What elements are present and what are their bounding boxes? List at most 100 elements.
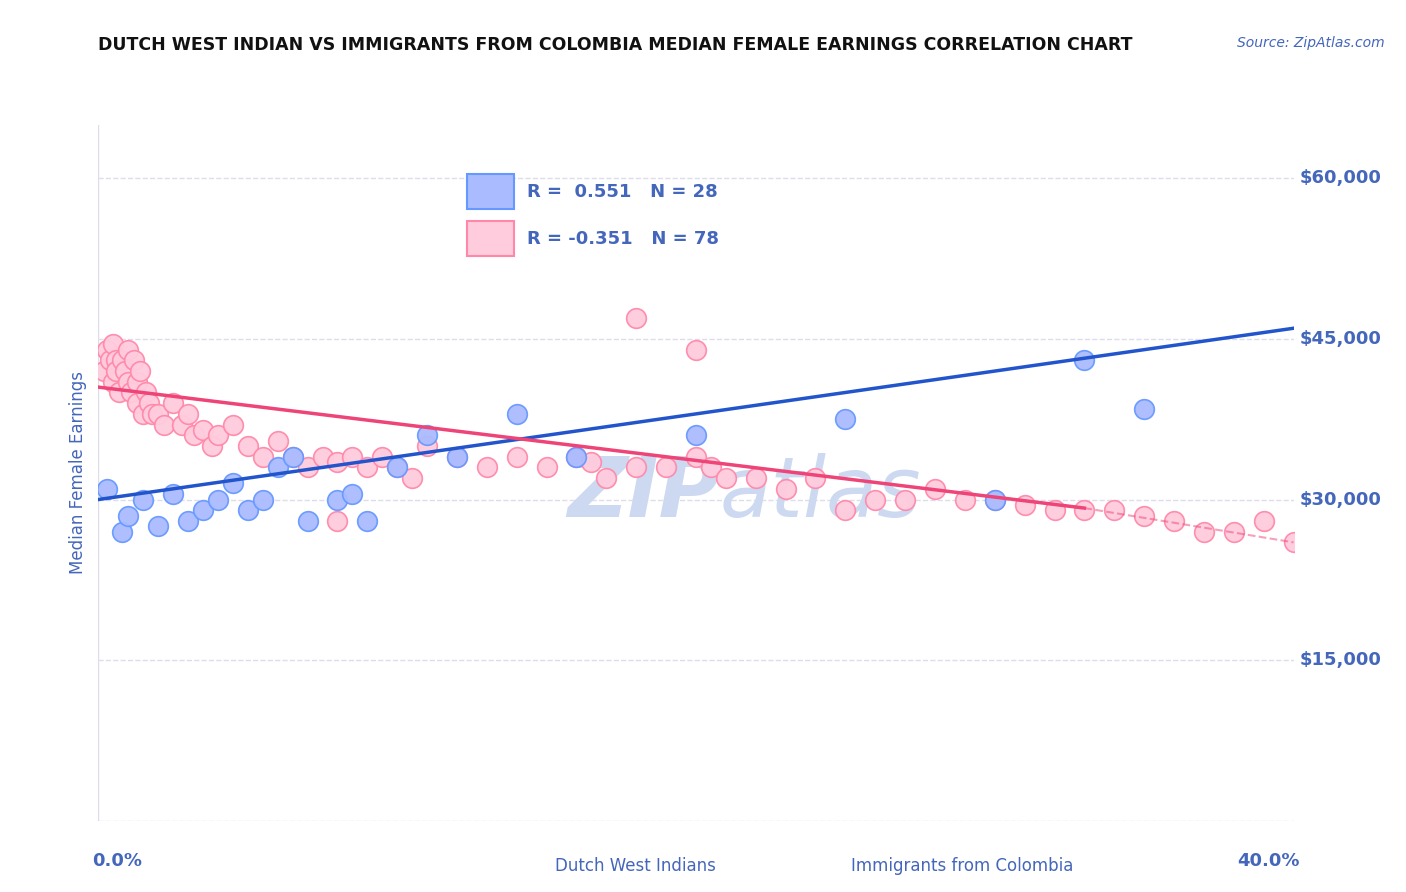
Point xyxy=(1102,503,1125,517)
Point xyxy=(385,460,409,475)
Point xyxy=(138,396,160,410)
Point xyxy=(281,450,304,464)
Point xyxy=(745,471,768,485)
Text: Source: ZipAtlas.com: Source: ZipAtlas.com xyxy=(1237,36,1385,50)
Point xyxy=(124,353,146,368)
Point xyxy=(236,439,259,453)
Point xyxy=(401,471,423,485)
Bar xyxy=(467,221,513,256)
Point xyxy=(953,492,976,507)
Point xyxy=(834,503,856,517)
Point xyxy=(127,375,149,389)
Point xyxy=(252,450,274,464)
Point xyxy=(326,492,349,507)
Text: 40.0%: 40.0% xyxy=(1237,852,1299,870)
Point xyxy=(141,407,163,421)
Point xyxy=(297,514,319,528)
Point xyxy=(127,396,149,410)
Bar xyxy=(467,175,513,210)
Point xyxy=(117,375,139,389)
Point xyxy=(1282,535,1305,549)
Point xyxy=(342,487,364,501)
Point xyxy=(183,428,205,442)
Point xyxy=(267,434,290,448)
Point xyxy=(252,492,274,507)
Point xyxy=(655,460,678,475)
Point xyxy=(700,460,723,475)
Text: $60,000: $60,000 xyxy=(1299,169,1381,187)
Point xyxy=(581,455,603,469)
Point xyxy=(103,337,125,351)
Point xyxy=(105,353,128,368)
Point xyxy=(1253,514,1275,528)
Point xyxy=(236,503,259,517)
Point xyxy=(326,455,349,469)
Point xyxy=(1073,503,1095,517)
Point xyxy=(96,482,118,496)
Point xyxy=(446,450,468,464)
Point xyxy=(297,460,319,475)
Point xyxy=(129,364,152,378)
Point xyxy=(356,460,378,475)
Text: R = -0.351   N = 78: R = -0.351 N = 78 xyxy=(527,230,720,248)
Text: $45,000: $45,000 xyxy=(1299,330,1381,348)
Point xyxy=(172,417,194,432)
Point xyxy=(565,450,588,464)
Point xyxy=(775,482,797,496)
Point xyxy=(1133,508,1156,523)
Point xyxy=(191,423,214,437)
Text: 0.0%: 0.0% xyxy=(93,852,142,870)
Text: $30,000: $30,000 xyxy=(1299,491,1381,508)
Point xyxy=(111,524,134,539)
Point xyxy=(506,407,529,421)
Point xyxy=(96,343,118,357)
Point xyxy=(863,492,886,507)
Point xyxy=(105,364,128,378)
Point xyxy=(624,310,647,325)
Point xyxy=(1163,514,1185,528)
Point xyxy=(894,492,917,507)
Point xyxy=(342,450,364,464)
Point xyxy=(222,417,245,432)
Point xyxy=(446,450,468,464)
Point xyxy=(103,375,125,389)
Point xyxy=(207,492,229,507)
Text: R =  0.551   N = 28: R = 0.551 N = 28 xyxy=(527,183,718,201)
Text: atlas: atlas xyxy=(720,453,921,534)
Point xyxy=(311,450,333,464)
Point xyxy=(416,439,439,453)
Point xyxy=(685,343,707,357)
Text: Dutch West Indians: Dutch West Indians xyxy=(555,857,716,875)
Point xyxy=(222,476,245,491)
Point xyxy=(416,428,439,442)
Point xyxy=(983,492,1005,507)
Point xyxy=(177,407,200,421)
Point xyxy=(326,514,349,528)
Point xyxy=(624,460,647,475)
Point xyxy=(114,364,136,378)
Point xyxy=(1073,353,1095,368)
Point xyxy=(111,353,134,368)
Point xyxy=(565,450,588,464)
Text: Immigrants from Colombia: Immigrants from Colombia xyxy=(851,857,1073,875)
Point xyxy=(1133,401,1156,416)
Point xyxy=(148,407,170,421)
Y-axis label: Median Female Earnings: Median Female Earnings xyxy=(69,371,87,574)
Point xyxy=(162,487,184,501)
Point xyxy=(385,460,409,475)
Point xyxy=(685,428,707,442)
Point xyxy=(201,439,224,453)
Point xyxy=(506,450,529,464)
Point xyxy=(595,471,617,485)
Point xyxy=(371,450,394,464)
Point xyxy=(924,482,946,496)
Point xyxy=(356,514,378,528)
Point xyxy=(120,385,142,400)
Point xyxy=(1043,503,1066,517)
Point xyxy=(191,503,214,517)
Point xyxy=(117,343,139,357)
Point xyxy=(1192,524,1215,539)
Point xyxy=(135,385,157,400)
Point xyxy=(1222,524,1246,539)
Text: DUTCH WEST INDIAN VS IMMIGRANTS FROM COLOMBIA MEDIAN FEMALE EARNINGS CORRELATION: DUTCH WEST INDIAN VS IMMIGRANTS FROM COL… xyxy=(98,36,1133,54)
